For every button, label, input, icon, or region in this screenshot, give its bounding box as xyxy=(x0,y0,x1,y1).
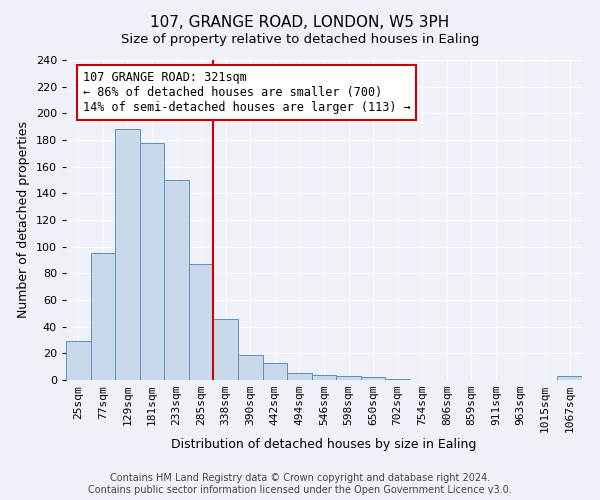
Text: Size of property relative to detached houses in Ealing: Size of property relative to detached ho… xyxy=(121,32,479,46)
Y-axis label: Number of detached properties: Number of detached properties xyxy=(17,122,30,318)
Bar xyxy=(238,354,263,380)
Bar xyxy=(164,180,189,380)
Bar xyxy=(312,374,336,380)
Bar xyxy=(385,378,410,380)
Bar xyxy=(91,254,115,380)
Bar xyxy=(557,376,582,380)
Bar xyxy=(214,318,238,380)
Bar xyxy=(66,342,91,380)
Bar xyxy=(263,362,287,380)
Bar xyxy=(115,130,140,380)
Bar xyxy=(336,376,361,380)
Text: 107, GRANGE ROAD, LONDON, W5 3PH: 107, GRANGE ROAD, LONDON, W5 3PH xyxy=(151,15,449,30)
X-axis label: Distribution of detached houses by size in Ealing: Distribution of detached houses by size … xyxy=(172,438,476,450)
Bar xyxy=(189,264,214,380)
Bar xyxy=(361,378,385,380)
Text: 107 GRANGE ROAD: 321sqm
← 86% of detached houses are smaller (700)
14% of semi-d: 107 GRANGE ROAD: 321sqm ← 86% of detache… xyxy=(83,70,410,114)
Bar xyxy=(140,142,164,380)
Text: Contains HM Land Registry data © Crown copyright and database right 2024.
Contai: Contains HM Land Registry data © Crown c… xyxy=(88,474,512,495)
Bar xyxy=(287,374,312,380)
